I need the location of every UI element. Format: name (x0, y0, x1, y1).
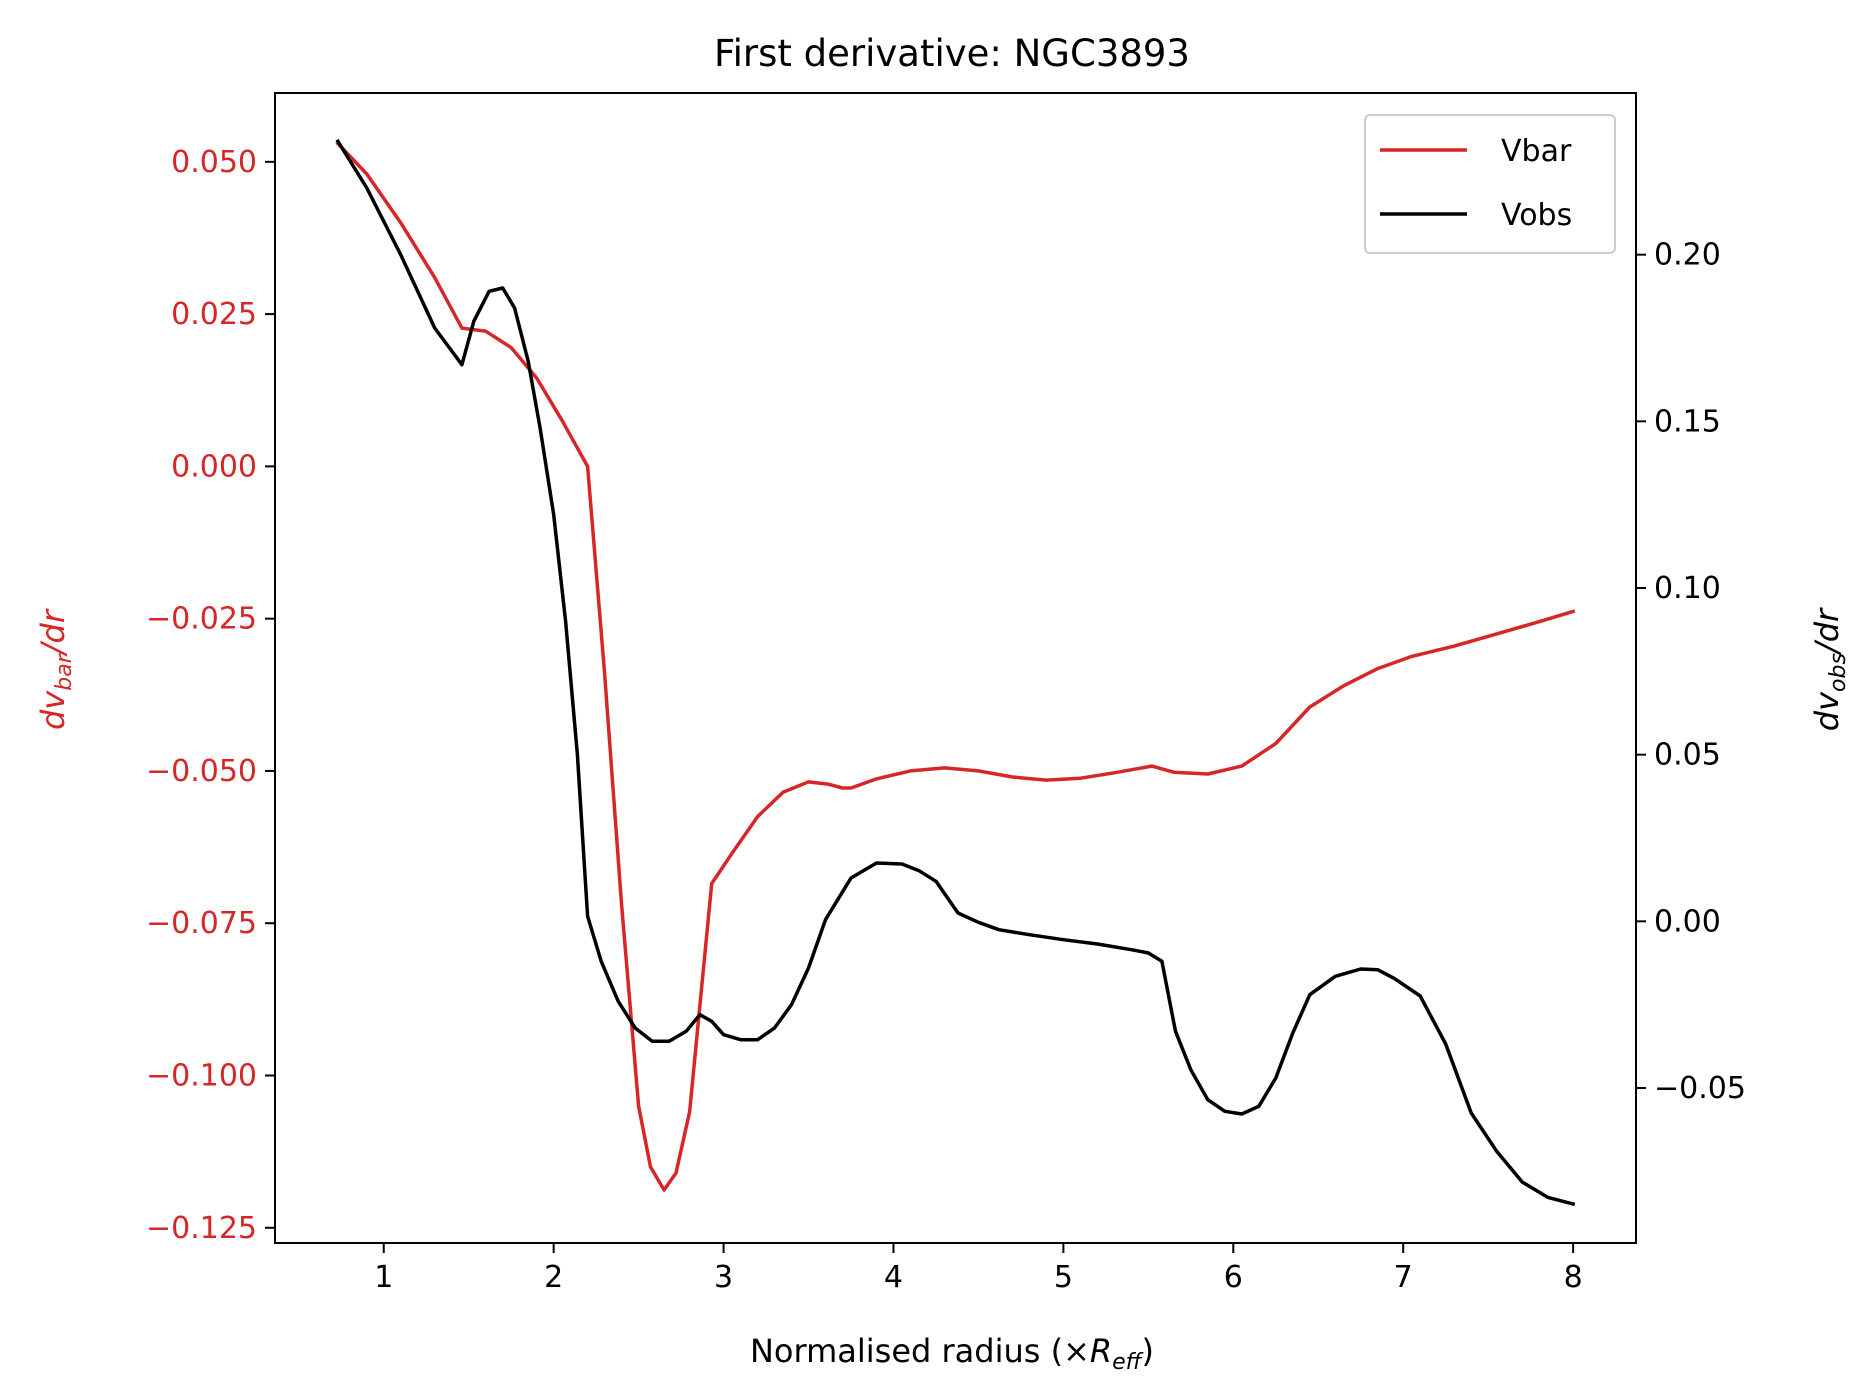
x-tick-label: 1 (374, 1260, 393, 1295)
x-axis-label-main: Normalised radius (× (750, 1332, 1090, 1370)
plot-frame (274, 92, 1637, 1244)
x-axis-label: Normalised radius (×Reff) (750, 1332, 1154, 1375)
right-y-axis-label-rest: /dr (1808, 607, 1846, 656)
series-line-vbar (335, 141, 1576, 1192)
legend: Vbar Vobs (1364, 114, 1616, 254)
left-y-axis-label-rest: /dr (34, 608, 72, 657)
left-y-axis-label-subscript: bar (52, 652, 77, 690)
legend-label-vbar: Vbar (1501, 134, 1572, 169)
left-y-tick-label: −0.025 (146, 602, 257, 637)
series-line-vobs (335, 138, 1576, 1207)
right-y-tick-label: 0.00 (1654, 904, 1721, 939)
x-tick-label: 7 (1394, 1260, 1413, 1295)
left-y-axis-label-d: dv (34, 690, 72, 730)
right-y-axis-label-d: dv (1808, 691, 1846, 731)
x-tick-label: 4 (884, 1260, 903, 1295)
left-y-axis-label: dvbar/dr (34, 608, 77, 730)
left-y-tick-label: −0.125 (146, 1211, 257, 1246)
left-y-axis: 0.050 0.025 0.000 −0.025 −0.050 −0.075 −0.100 −… (146, 145, 275, 1246)
series-layer (335, 138, 1576, 1207)
right-y-axis-label-subscript: obs (1826, 653, 1851, 692)
x-axis-label-symbol: R (1090, 1332, 1112, 1370)
right-y-tick-label: 0.15 (1654, 404, 1721, 439)
x-axis-label-subscript: eff (1112, 1350, 1144, 1375)
left-y-tick-label: 0.025 (171, 297, 257, 332)
x-tick-label: 8 (1564, 1260, 1583, 1295)
left-y-tick-label: 0.050 (171, 145, 257, 180)
left-y-tick-label: −0.050 (146, 754, 257, 789)
right-y-axis: 0.20 0.15 0.10 0.05 0.00 −0.05 (1636, 238, 1746, 1106)
x-tick-label: 6 (1224, 1260, 1243, 1295)
right-y-axis-label: dvobs/dr (1808, 607, 1851, 731)
left-y-tick-label: −0.075 (146, 906, 257, 941)
left-y-tick-label: −0.100 (146, 1058, 257, 1093)
right-y-tick-label: 0.10 (1654, 571, 1721, 606)
right-y-tick-label: 0.20 (1654, 238, 1721, 273)
legend-label-vobs: Vobs (1501, 198, 1572, 233)
x-axis: 1 2 3 4 5 6 7 8 (374, 1243, 1583, 1295)
legend-box (1364, 114, 1616, 254)
x-axis-label-close: ) (1142, 1332, 1154, 1370)
x-tick-label: 5 (1054, 1260, 1073, 1295)
left-y-tick-label: 0.000 (171, 449, 257, 484)
x-tick-label: 3 (714, 1260, 733, 1295)
chart-title: First derivative: NGC3893 (714, 32, 1190, 75)
right-y-tick-label: −0.05 (1654, 1071, 1746, 1106)
x-tick-label: 2 (544, 1260, 563, 1295)
right-y-tick-label: 0.05 (1654, 738, 1721, 773)
